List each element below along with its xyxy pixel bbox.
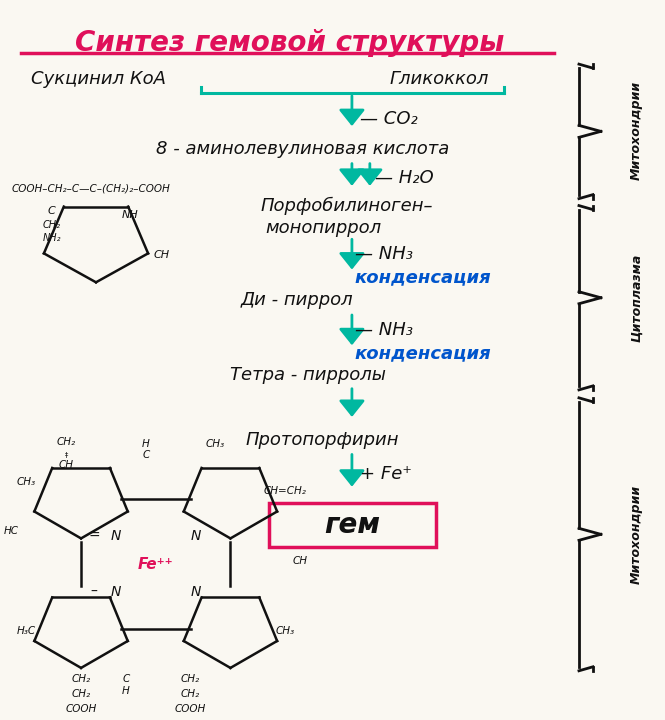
- Text: H₃C: H₃C: [17, 626, 36, 636]
- Text: — NH₃: — NH₃: [355, 246, 413, 264]
- Text: CH: CH: [154, 251, 170, 261]
- Text: COOH: COOH: [175, 703, 206, 714]
- Text: N: N: [190, 529, 201, 544]
- Text: CH₂: CH₂: [43, 220, 61, 230]
- Text: Синтез гемовой структуры: Синтез гемовой структуры: [76, 30, 505, 58]
- Text: C: C: [48, 206, 56, 215]
- Text: COOH–CH₂–C—C–(CH₂)₂–COOH: COOH–CH₂–C—C–(CH₂)₂–COOH: [11, 184, 170, 194]
- Text: + Fe⁺: + Fe⁺: [360, 464, 412, 482]
- Text: ǂ: ǂ: [65, 451, 68, 458]
- Text: CH₃: CH₃: [17, 477, 36, 487]
- Text: — NH₃: — NH₃: [355, 321, 413, 339]
- Text: N: N: [110, 529, 121, 544]
- Text: гем: гем: [324, 511, 380, 539]
- Text: CH: CH: [293, 557, 308, 566]
- Text: — H₂O: — H₂O: [375, 168, 434, 186]
- Text: Порфобилиноген–: Порфобилиноген–: [260, 197, 433, 215]
- Text: — CO₂: — CO₂: [360, 110, 418, 128]
- Text: HC: HC: [4, 526, 19, 536]
- Text: H: H: [142, 438, 150, 449]
- Text: CH₂: CH₂: [72, 689, 90, 698]
- Text: CH₂: CH₂: [181, 674, 200, 684]
- Text: Протопорфирин: Протопорфирин: [245, 431, 399, 449]
- Text: CH₂: CH₂: [72, 674, 90, 684]
- Text: CH₂: CH₂: [181, 689, 200, 698]
- Text: Ди - пиррол: Ди - пиррол: [240, 291, 353, 309]
- Text: CH=CH₂: CH=CH₂: [264, 487, 307, 497]
- Text: Цитоплазма: Цитоплазма: [630, 254, 643, 343]
- Text: H: H: [122, 685, 130, 696]
- Text: CH₂: CH₂: [57, 436, 76, 446]
- Text: Тетра - пирролы: Тетра - пирролы: [231, 366, 386, 384]
- Text: конденсация: конденсация: [355, 344, 491, 362]
- Text: N: N: [110, 585, 121, 599]
- Text: Гликоккол: Гликоккол: [390, 70, 489, 88]
- Text: конденсация: конденсация: [355, 269, 491, 287]
- Text: COOH: COOH: [65, 703, 96, 714]
- Text: =: =: [88, 529, 100, 544]
- Text: Митохондрии: Митохондрии: [630, 81, 643, 181]
- Text: 8 - аминолевулиновая кислота: 8 - аминолевулиновая кислота: [156, 140, 449, 158]
- FancyBboxPatch shape: [269, 503, 436, 547]
- Text: Сукцинил КоА: Сукцинил КоА: [31, 70, 166, 88]
- Text: Митохондрии: Митохондрии: [630, 485, 643, 584]
- Text: C: C: [122, 674, 130, 684]
- Text: –: –: [90, 585, 98, 599]
- Text: CH: CH: [59, 459, 74, 469]
- Text: C: C: [142, 449, 150, 459]
- Text: NH₂: NH₂: [43, 233, 61, 243]
- Text: N: N: [190, 585, 201, 599]
- Text: NH: NH: [122, 210, 138, 220]
- Text: Fe⁺⁺: Fe⁺⁺: [138, 557, 174, 572]
- Text: CH₃: CH₃: [206, 438, 225, 449]
- Text: монопиррол: монопиррол: [265, 218, 382, 236]
- Text: CH₃: CH₃: [275, 626, 295, 636]
